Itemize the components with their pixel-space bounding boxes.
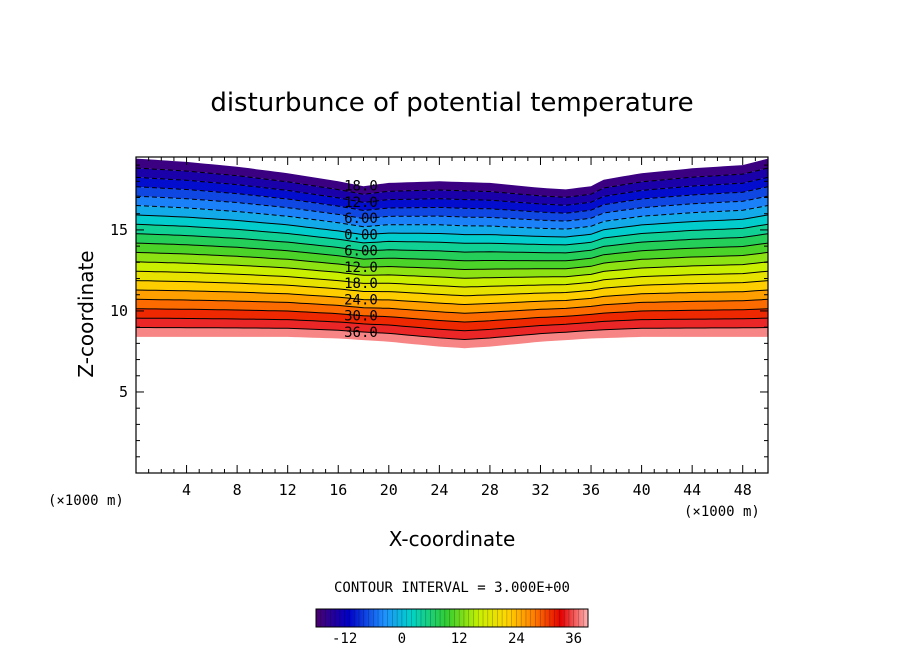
contour-label: 30.0: [344, 309, 378, 325]
x-tick-label: 48: [734, 481, 752, 499]
contour-label: 0.00: [344, 227, 378, 243]
chart-title: disturbunce of potential temperature: [210, 88, 693, 118]
x-unit-left: (×1000 m): [48, 493, 124, 509]
contour-label: 6.00: [344, 244, 378, 260]
contour-label: 6.00: [344, 211, 378, 227]
colorbar-tick-label: 0: [398, 631, 406, 647]
contour-line: [136, 327, 768, 341]
contour-line: [136, 270, 768, 288]
x-axis-label: X-coordinate: [389, 527, 516, 551]
contour-line: [136, 214, 768, 238]
contour-band: [136, 327, 768, 349]
x-tick-label: 8: [233, 481, 242, 499]
x-unit-right: (×1000 m): [684, 504, 760, 520]
x-tick-label: 4: [182, 481, 191, 499]
x-tick-label: 40: [633, 481, 651, 499]
contour-line: [136, 289, 768, 306]
contour-line: [136, 205, 768, 230]
x-tick-label: 12: [279, 481, 297, 499]
colorbar-tick-label: 12: [451, 631, 468, 647]
contour-line: [136, 233, 768, 254]
colorbar-gradient: [315, 608, 589, 628]
contour-band: [136, 158, 768, 198]
contour-line: [136, 195, 768, 222]
colorbar-tick-label: -12: [332, 631, 357, 647]
contour-band: [136, 261, 768, 287]
contour-label: 12.0: [344, 195, 378, 211]
colorbar: -12 0 12 24 36: [315, 608, 589, 647]
y-tick-label: 10: [110, 302, 128, 320]
x-tick-label: 16: [329, 481, 347, 499]
contour-lines: [136, 167, 768, 341]
x-tick-label: 28: [481, 481, 499, 499]
contour-line: [136, 251, 768, 271]
contour-line: [136, 223, 768, 246]
x-tick-label: 20: [380, 481, 398, 499]
contour-line: [136, 308, 768, 323]
contour-band: [136, 299, 768, 322]
contour-label: 12.0: [344, 260, 378, 276]
contour-line: [136, 298, 768, 314]
contour-line: [136, 176, 768, 206]
contour-band: [136, 205, 768, 237]
contour-line: [136, 186, 768, 214]
x-tick-label: 32: [531, 481, 549, 499]
x-tick-label: 44: [683, 481, 701, 499]
y-axis-label: Z-coordinate: [74, 250, 98, 377]
contour-band: [136, 177, 768, 214]
colorbar-tick-label: 24: [508, 631, 525, 647]
contour-band: [136, 186, 768, 222]
contour-band: [136, 308, 768, 331]
contour-band: [136, 168, 768, 206]
contour-label: 36.0: [344, 325, 378, 341]
contour-band: [136, 318, 768, 340]
colorbar-tick-label: 36: [565, 631, 582, 647]
contour-band: [136, 214, 768, 245]
contour-label: 18.0: [344, 276, 378, 292]
contour-line: [136, 167, 768, 198]
contour-line: [136, 242, 768, 262]
x-tick-label: 36: [582, 481, 600, 499]
contour-label: 24.0: [344, 292, 378, 308]
contour-label: 18.0: [344, 179, 378, 195]
contour-band: [136, 280, 768, 305]
x-tick-label: 24: [430, 481, 448, 499]
contour-line: [136, 261, 768, 279]
contour-interval-label: CONTOUR INTERVAL = 3.000E+00: [334, 580, 570, 596]
y-tick-label: 15: [110, 221, 128, 239]
contour-band: [136, 290, 768, 314]
y-tick-label: 5: [119, 383, 128, 401]
contour-band: [136, 196, 768, 230]
contour-line: [136, 317, 768, 332]
contour-line: [136, 280, 768, 297]
